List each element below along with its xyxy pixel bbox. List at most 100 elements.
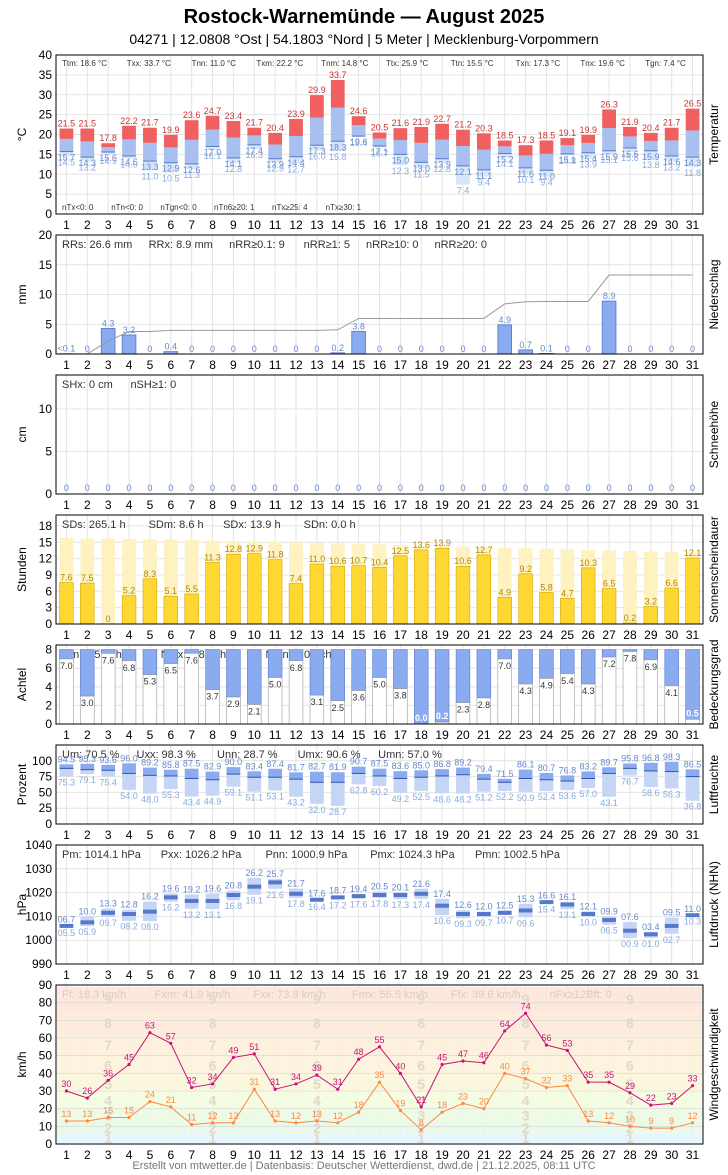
wind-xtick-label: 1 <box>63 1148 70 1162</box>
cloud-clear-bar <box>80 649 95 697</box>
humidity-xtick-label: 20 <box>456 828 470 842</box>
humid-low-bar <box>122 773 136 790</box>
pressure-min-label: 09.7 <box>99 918 117 928</box>
pressure-xtick-label: 4 <box>126 968 133 982</box>
pressure-max-label: 16.1 <box>559 892 577 902</box>
humidity-xtick-label: 6 <box>167 828 174 842</box>
temperature-xtick-label: 15 <box>352 218 366 232</box>
pressure-max-label: 15.3 <box>517 894 535 904</box>
precip-bar <box>351 330 366 355</box>
temp-min-label: 12.9 <box>266 164 284 174</box>
temperature-stat: Ttn: 15.5 °C <box>451 59 494 68</box>
beaufort-label: 5 <box>417 1076 425 1092</box>
humid-high-bar <box>351 766 366 774</box>
wind-fmax-point <box>670 1101 674 1105</box>
temp-mean-bar <box>518 155 533 168</box>
temp-min-label: 11.8 <box>684 168 701 178</box>
wind-xtick-label: 23 <box>519 1148 533 1162</box>
sun-value-label: 4.7 <box>561 588 574 598</box>
sun-value-label: 5.8 <box>540 582 553 592</box>
humid-low-bar <box>414 777 429 791</box>
wind-fmean-label: 12 <box>228 1111 238 1121</box>
pressure-mean-mark <box>226 892 241 897</box>
snow-value-label: 0 <box>252 483 257 493</box>
pressure-max-label: 13.3 <box>99 899 117 909</box>
sun-bar <box>455 565 471 625</box>
pressure-xtick-label: 8 <box>209 968 216 982</box>
sun-value-label: 11.0 <box>308 554 325 564</box>
cloud-clear-bar <box>393 649 408 689</box>
panel-border <box>55 744 704 825</box>
snow-xtick-label: 1 <box>63 498 70 512</box>
pressure-max-label: 20.8 <box>225 881 243 891</box>
wind-fmean-label: 31 <box>249 1077 259 1087</box>
precipitation-xtick-label: 27 <box>602 358 616 372</box>
temp-max-label: 26.3 <box>600 99 618 109</box>
humid-min-label: 43.4 <box>183 798 201 808</box>
temp-mean-bar <box>664 140 679 156</box>
temp-max-bar <box>539 140 554 154</box>
temperature-stat: Txx: 33.7 °C <box>127 59 171 68</box>
pressure-xtick-label: 21 <box>477 968 491 982</box>
humid-max-label: 85.8 <box>162 760 180 770</box>
temperature-ytick-label: 40 <box>39 48 53 62</box>
snow-value-label: 0 <box>627 483 632 493</box>
pressure-xtick-label: 25 <box>561 968 575 982</box>
temp-mean-bar <box>351 125 366 137</box>
sunshine-xtick-label: 20 <box>456 628 470 642</box>
humid-low-bar <box>664 771 679 789</box>
precip-value-label: 0 <box>398 344 403 354</box>
pressure-mean-mark <box>143 909 157 914</box>
snow-xtick-label: 29 <box>644 498 658 512</box>
sun-bar <box>184 593 199 625</box>
cloud-value-label: 7.6 <box>185 655 198 665</box>
temperature-stat: Txn: 17.3 °C <box>516 59 561 68</box>
cloud-value-label: 6.5 <box>165 666 178 676</box>
temperature-xtick-label: 31 <box>686 218 700 232</box>
beaufort-label: 8 <box>104 1015 112 1031</box>
precip-value-label: 3.2 <box>123 325 136 335</box>
sunshine-xtick-label: 14 <box>331 628 345 642</box>
pressure-mean-mark <box>414 891 429 896</box>
cloud-xtick-label: 24 <box>540 728 554 742</box>
temp-max-label: 19.1 <box>559 128 577 138</box>
temp-min-bar <box>560 153 575 156</box>
humidity-xtick-label: 12 <box>289 828 303 842</box>
humid-max-label: 87.5 <box>371 759 389 769</box>
humid-min-label: 53.6 <box>559 791 577 801</box>
beaufort-band <box>57 986 702 1012</box>
wind-fmean-label: 13 <box>583 1109 593 1119</box>
pressure-mean-mark <box>643 932 658 937</box>
temp-min-bar <box>226 157 241 164</box>
temperature-xtick-label: 17 <box>394 218 408 232</box>
temp-mean-label: 15.9 <box>600 152 618 162</box>
pressure-min-label: 05.9 <box>79 927 97 937</box>
sunshine-ytick-label: 15 <box>39 535 53 549</box>
precipitation-stat: nRR≥1: 5 <box>304 239 350 251</box>
temperature-xtick-label: 20 <box>456 218 470 232</box>
sun-value-label: 10.7 <box>350 556 368 566</box>
precipitation-xtick-label: 1 <box>63 358 70 372</box>
wind-fmean-label: 13 <box>82 1109 92 1119</box>
cloud-xtick-label: 27 <box>602 728 616 742</box>
humid-max-label: 95.8 <box>621 753 639 763</box>
wind-fmean-point <box>231 1121 236 1125</box>
pressure-xtick-label: 22 <box>498 968 512 982</box>
sun-bar <box>267 559 283 625</box>
beaufort-label: 9 <box>313 991 321 1007</box>
pressure-xtick-label: 11 <box>269 968 282 982</box>
humidity-stat: Unn: 28.7 % <box>217 749 278 761</box>
wind-fmax-label: 33 <box>688 1074 698 1084</box>
temperature-xtick-label: 9 <box>230 218 237 232</box>
cloud-value-label: 3.7 <box>206 692 219 702</box>
temperature-stat: Tgn: 7.4 °C <box>645 59 686 68</box>
wind-fmax-point <box>586 1080 590 1084</box>
sun-value-label: 10.3 <box>579 558 597 568</box>
beaufort-label: 7 <box>104 1037 112 1053</box>
cloud-value-label: 7.2 <box>603 659 616 669</box>
wind-fmean-point <box>649 1126 653 1130</box>
humid-high-bar <box>602 767 616 774</box>
wind-fmax-label: 49 <box>228 1045 238 1055</box>
temp-mean-label: 15.4 <box>579 154 597 164</box>
precipitation-ytick-label: 0 <box>45 347 52 361</box>
